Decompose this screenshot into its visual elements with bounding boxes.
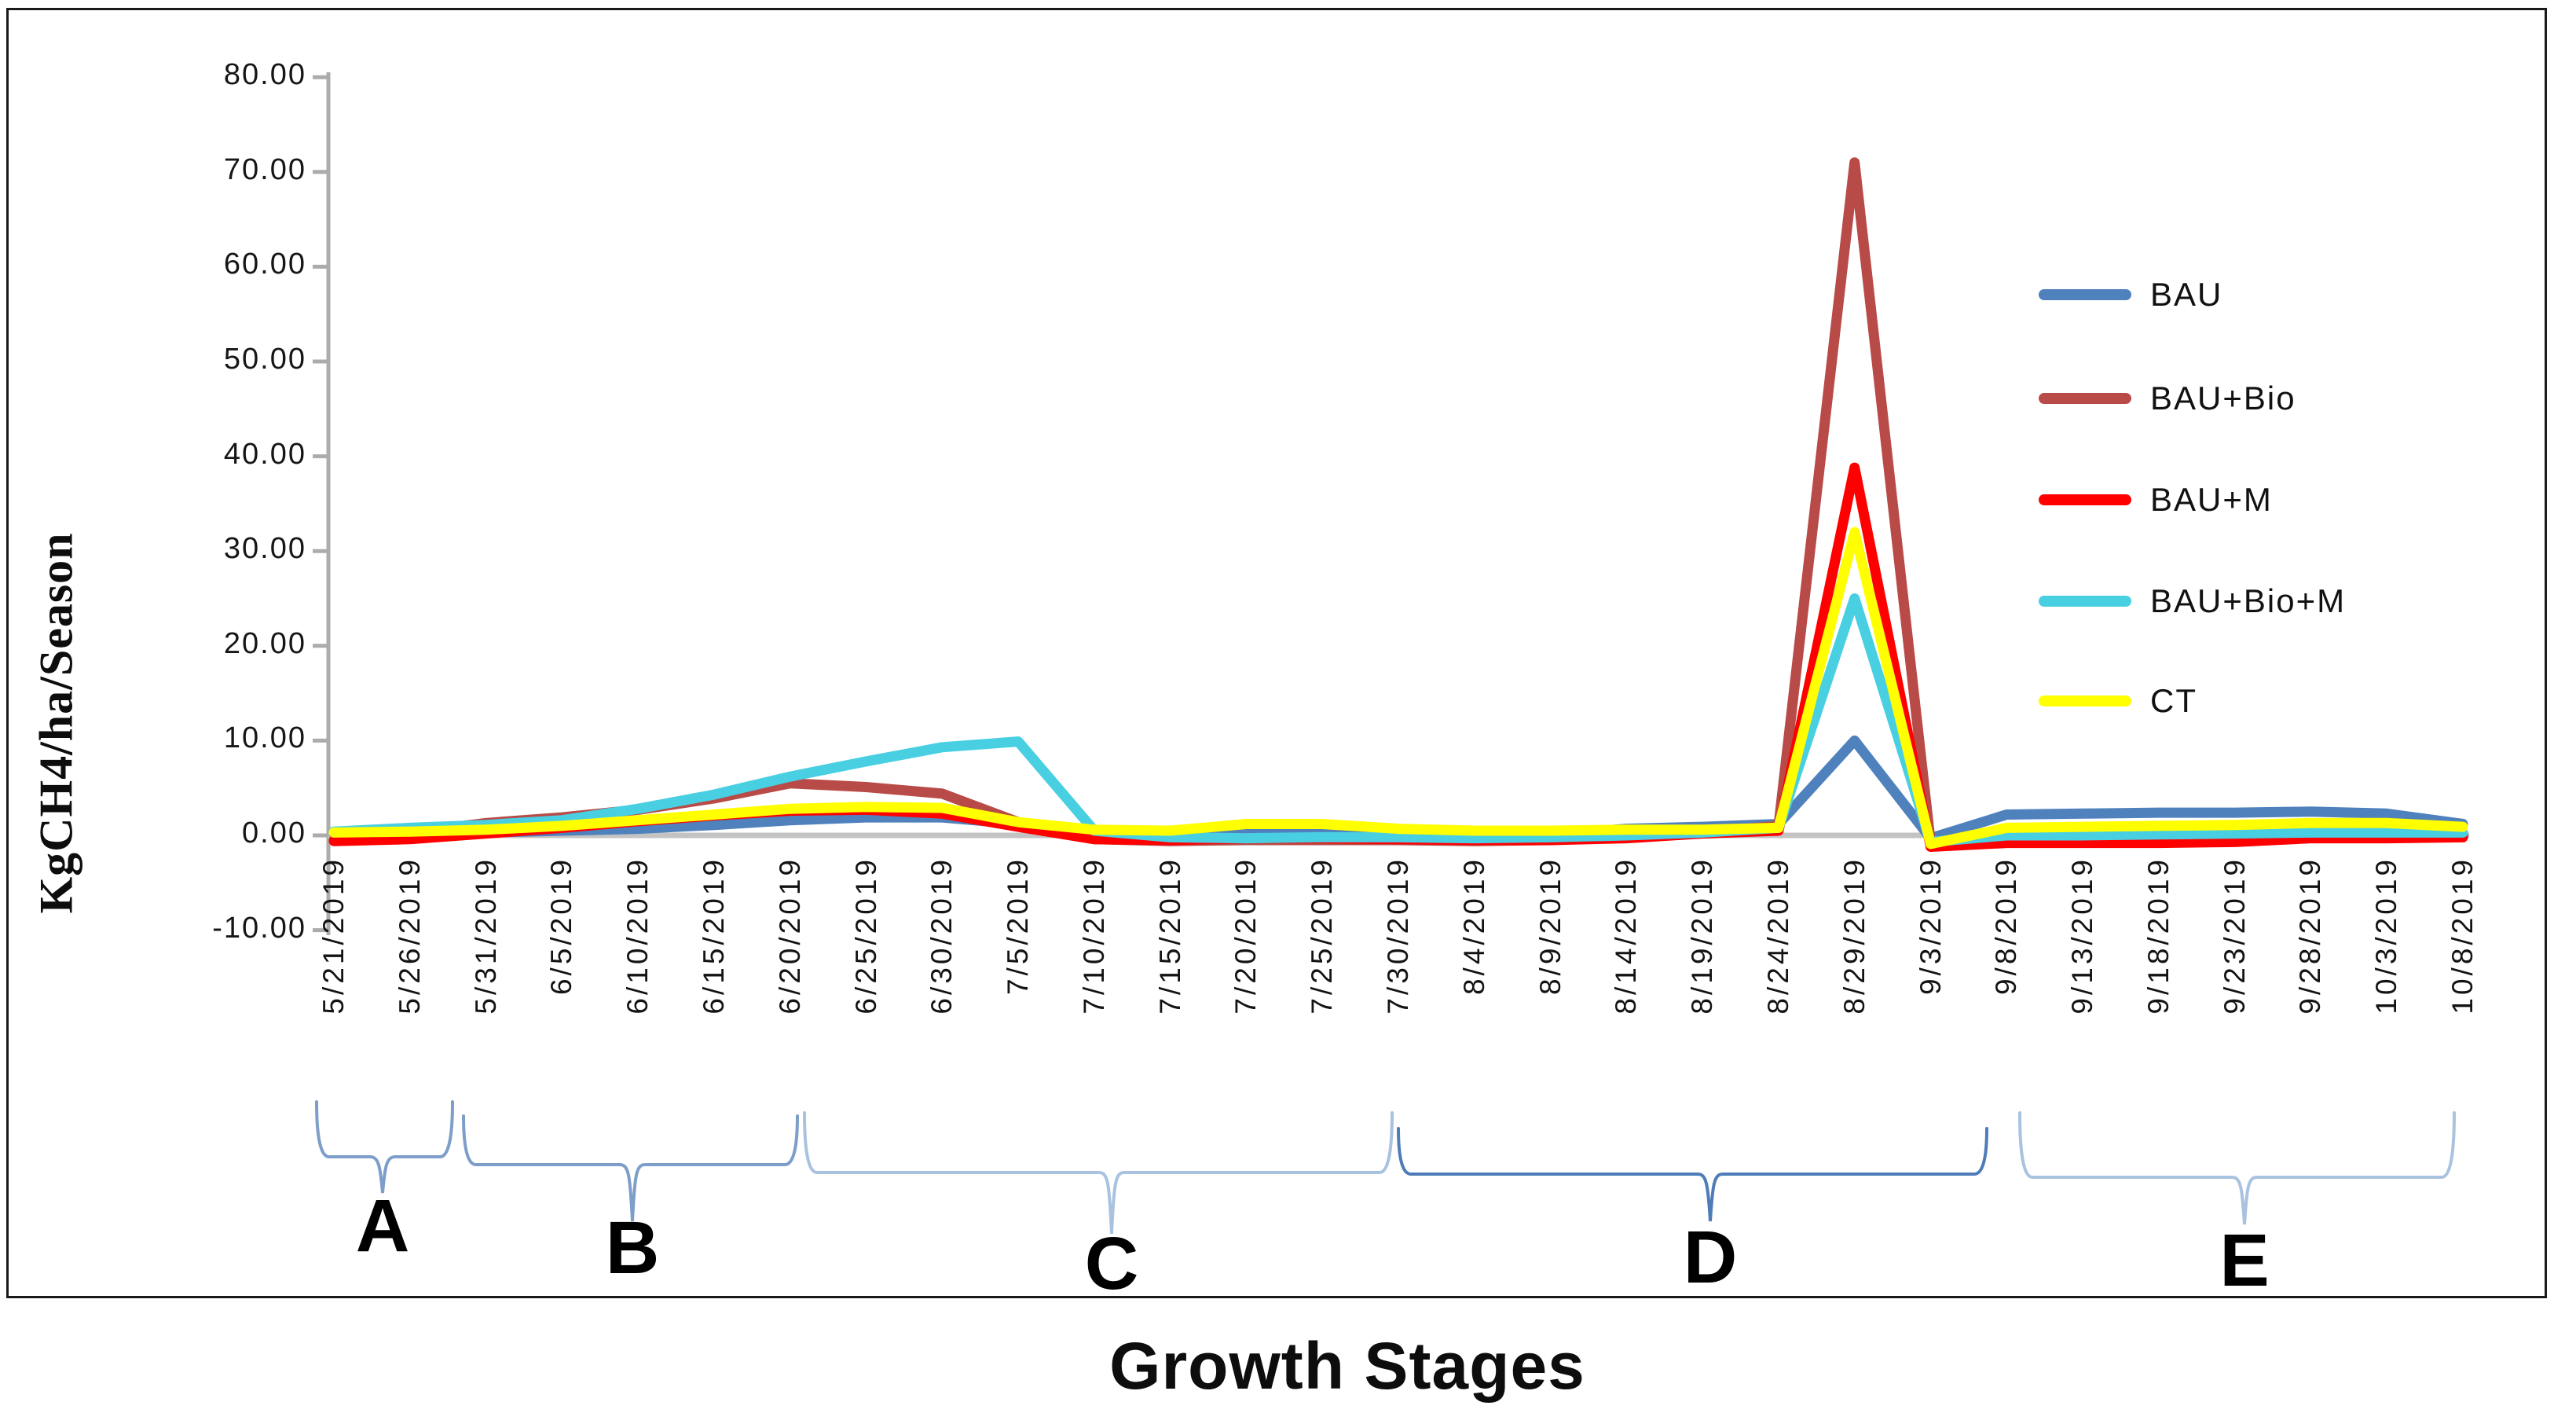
y-tick-label: 40.00 <box>223 437 306 471</box>
y-axis-title: KgCH4/ha/Season <box>30 532 82 914</box>
x-tick-label: 8/29/2019 <box>1838 857 1871 1015</box>
x-tick-label: 9/18/2019 <box>2142 857 2175 1015</box>
x-tick-label: 7/25/2019 <box>1306 857 1339 1015</box>
x-tick-label: 10/8/2019 <box>2446 857 2479 1015</box>
y-tick-label: 0.00 <box>242 817 306 850</box>
x-axis-title: Growth Stages <box>1109 1329 1585 1403</box>
x-tick-label: 9/13/2019 <box>2066 857 2099 1015</box>
stage-letter-D: D <box>1683 1216 1738 1299</box>
x-tick-label: 6/20/2019 <box>773 857 806 1015</box>
legend-item-CT: CT <box>2039 682 2197 720</box>
legend-label: BAU+Bio <box>2150 380 2296 417</box>
legend-item-BAU+Bio+M: BAU+Bio+M <box>2039 582 2346 620</box>
stage-letter-C: C <box>1084 1222 1139 1305</box>
chart-frame <box>6 8 2547 1298</box>
x-tick-label: 5/21/2019 <box>317 857 350 1015</box>
y-tick-label: 30.00 <box>223 532 306 566</box>
stage-brace-B <box>462 1114 799 1222</box>
stage-brace-C <box>803 1111 1394 1235</box>
x-tick-label: 6/10/2019 <box>621 857 654 1015</box>
x-tick-label: 10/3/2019 <box>2370 857 2403 1015</box>
x-tick-label: 5/26/2019 <box>393 857 426 1015</box>
stage-letter-A: A <box>355 1184 410 1268</box>
x-tick-label: 7/30/2019 <box>1382 857 1414 1015</box>
x-tick-label: 8/4/2019 <box>1457 857 1490 996</box>
stage-brace-A <box>315 1100 454 1194</box>
series-line-CT <box>328 527 2468 850</box>
legend-item-BAU: BAU <box>2039 276 2222 314</box>
y-tick-label: 60.00 <box>223 248 306 281</box>
series-line-BAU+Bio+M <box>328 593 2468 847</box>
y-tick-label: 10.00 <box>223 721 306 755</box>
x-tick-label: 7/20/2019 <box>1229 857 1262 1015</box>
x-tick-label: 6/15/2019 <box>697 857 730 1015</box>
y-tick-label: 70.00 <box>223 152 306 186</box>
legend-label: CT <box>2150 682 2197 719</box>
x-tick-label: 8/14/2019 <box>1610 857 1643 1015</box>
y-tick-label: -10.00 <box>212 911 306 945</box>
y-tick-label: 20.00 <box>223 626 306 660</box>
legend-swatch-BAU+Bio <box>2039 393 2131 404</box>
x-tick-label: 9/8/2019 <box>1990 857 2023 996</box>
x-tick-label: 5/31/2019 <box>469 857 502 1015</box>
x-tick-label: 7/10/2019 <box>1077 857 1110 1015</box>
x-tick-label: 7/5/2019 <box>1002 857 1035 996</box>
x-tick-label: 6/30/2019 <box>925 857 958 1015</box>
stage-letter-B: B <box>605 1206 660 1290</box>
legend-item-BAU+M: BAU+M <box>2039 481 2273 519</box>
x-tick-label: 8/19/2019 <box>1686 857 1719 1015</box>
legend-swatch-BAU+M <box>2039 494 2131 505</box>
x-tick-label: 8/9/2019 <box>1534 857 1566 996</box>
y-tick-label: 80.00 <box>223 58 306 92</box>
x-tick-label: 9/23/2019 <box>2218 857 2251 1015</box>
x-tick-label: 9/28/2019 <box>2294 857 2327 1015</box>
x-tick-label: 6/5/2019 <box>545 857 578 996</box>
legend-item-BAU+Bio: BAU+Bio <box>2039 380 2296 417</box>
x-tick-label: 9/3/2019 <box>1914 857 1947 996</box>
x-tick-label: 7/15/2019 <box>1153 857 1186 1015</box>
legend-label: BAU+M <box>2150 481 2273 518</box>
x-tick-label: 6/25/2019 <box>849 857 882 1015</box>
legend-swatch-BAU+Bio+M <box>2039 596 2131 607</box>
stage-brace-E <box>2018 1111 2456 1225</box>
x-tick-label: 8/24/2019 <box>1761 857 1794 1015</box>
legend-label: BAU+Bio+M <box>2150 582 2347 619</box>
stage-letter-E: E <box>2219 1219 2270 1302</box>
legend-swatch-CT <box>2039 695 2131 706</box>
legend-label: BAU <box>2150 276 2223 313</box>
stage-brace-D <box>1397 1127 1988 1222</box>
y-tick-label: 50.00 <box>223 343 306 376</box>
legend-swatch-BAU <box>2039 289 2131 300</box>
